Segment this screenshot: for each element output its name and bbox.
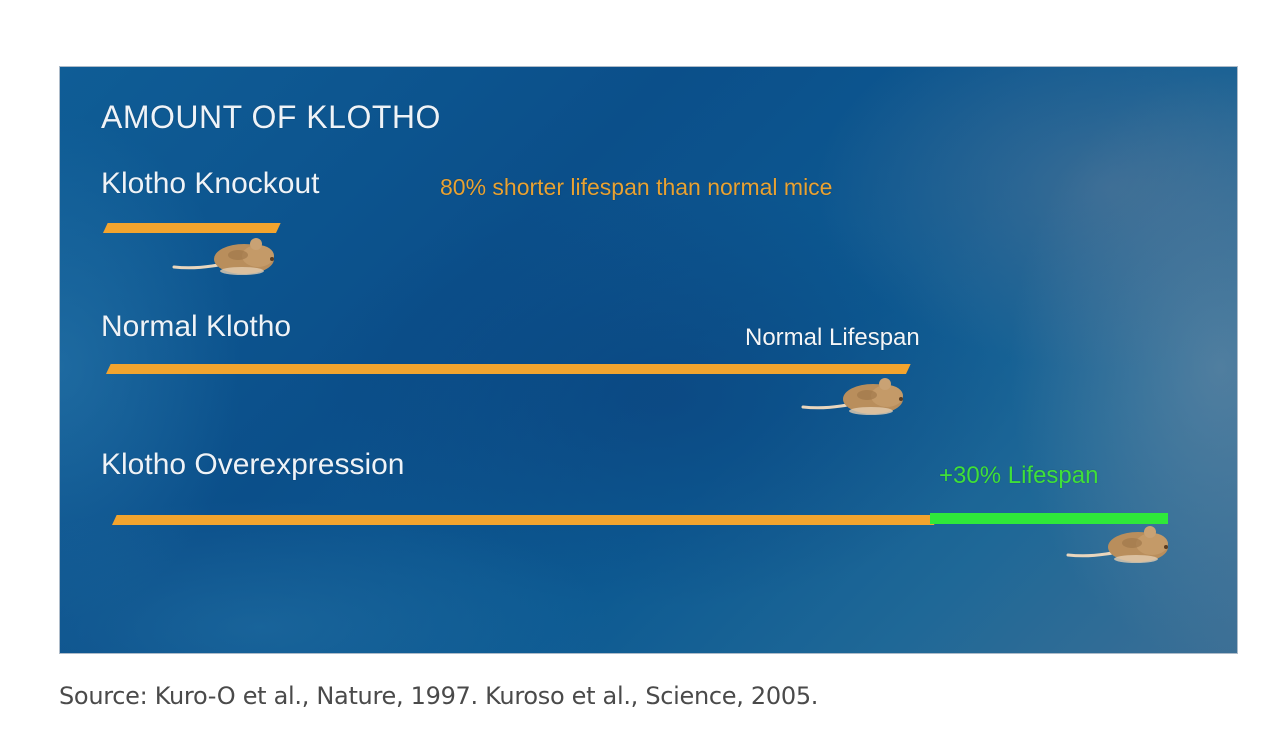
overexpression-extension-bar (930, 513, 1168, 524)
mouse-icon (1066, 526, 1168, 563)
overexpression-note: +30% Lifespan (939, 462, 1099, 489)
klotho-diagram-panel: AMOUNT OF KLOTHO Klotho Knockout 80% sho… (60, 67, 1237, 653)
mouse-icon (801, 378, 903, 415)
diagram-title: AMOUNT OF KLOTHO (101, 99, 441, 135)
knockout-note: 80% shorter lifespan than normal mice (440, 174, 833, 200)
overexpression-lifespan-bar (112, 515, 939, 525)
source-caption: Source: Kuro-O et al., Nature, 1997. Kur… (59, 682, 819, 710)
knockout-lifespan-bar (103, 223, 281, 233)
mouse-icon (172, 238, 274, 275)
row-label-overexpression: Klotho Overexpression (101, 448, 405, 481)
normal-note: Normal Lifespan (745, 324, 920, 351)
row-label-knockout: Klotho Knockout (101, 167, 320, 200)
normal-lifespan-bar (106, 364, 911, 374)
row-label-normal: Normal Klotho (101, 310, 292, 343)
